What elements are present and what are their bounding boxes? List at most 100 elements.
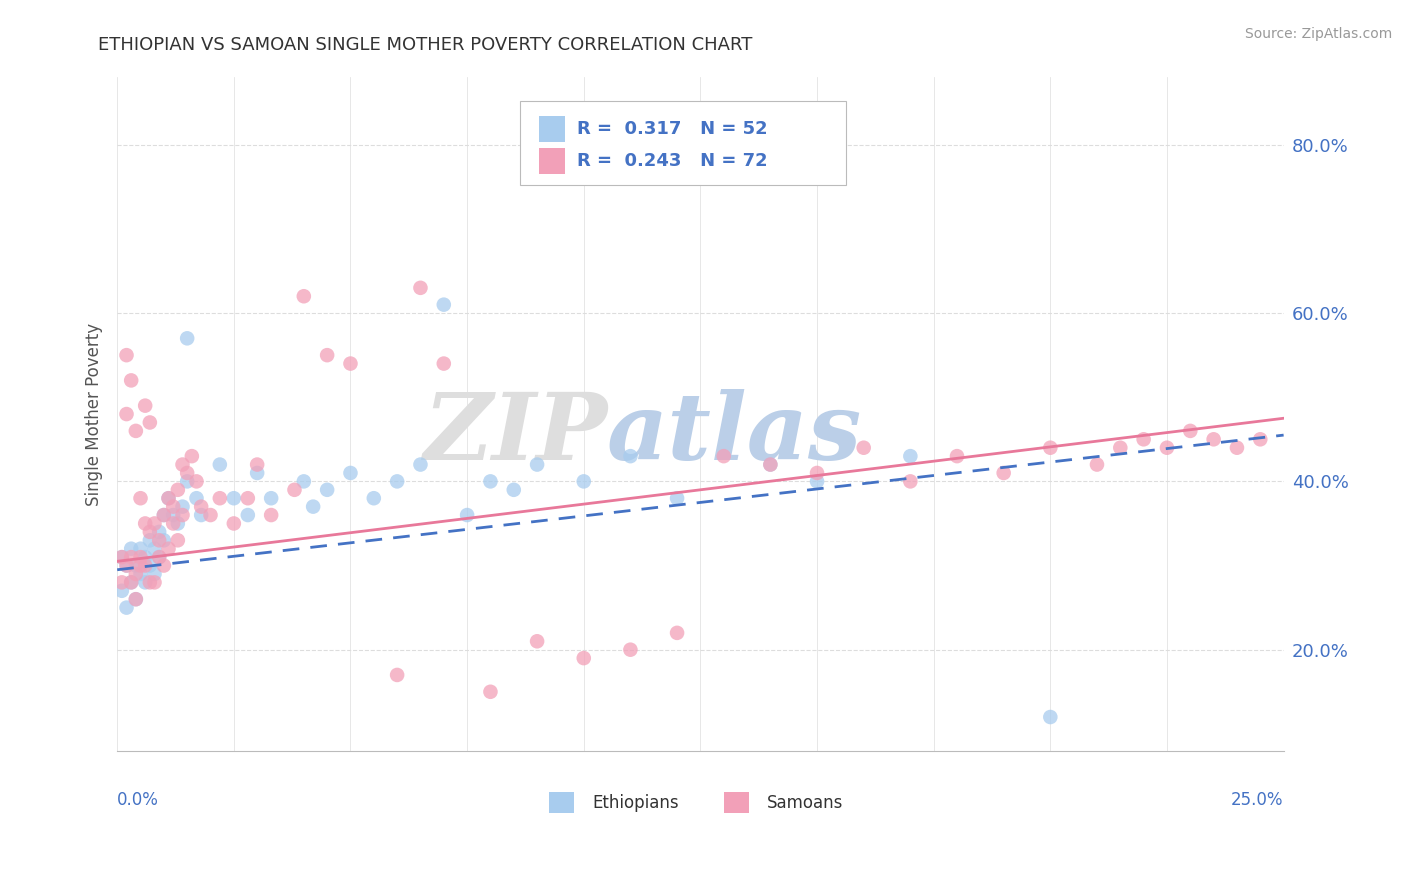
- Point: [260, 491, 283, 506]
- Point: [759, 458, 782, 472]
- Point: [139, 575, 162, 590]
- Text: Ethiopians: Ethiopians: [592, 794, 679, 812]
- Point: [125, 566, 148, 581]
- Point: [143, 575, 166, 590]
- Point: [759, 458, 782, 472]
- Point: [148, 524, 170, 539]
- Point: [186, 491, 208, 506]
- Point: [200, 508, 222, 522]
- Point: [186, 475, 208, 489]
- Point: [143, 566, 166, 581]
- Point: [190, 500, 212, 514]
- Point: [172, 508, 194, 522]
- Point: [139, 524, 162, 539]
- Point: [1226, 441, 1249, 455]
- Point: [339, 466, 361, 480]
- Point: [120, 541, 142, 556]
- Point: [172, 458, 194, 472]
- Point: [385, 668, 408, 682]
- Point: [143, 516, 166, 531]
- Text: Source: ZipAtlas.com: Source: ZipAtlas.com: [1244, 27, 1392, 41]
- Point: [208, 458, 231, 472]
- Point: [236, 508, 259, 522]
- Point: [129, 541, 152, 556]
- Point: [260, 508, 283, 522]
- Point: [115, 600, 138, 615]
- Point: [125, 592, 148, 607]
- Point: [125, 424, 148, 438]
- Point: [898, 449, 921, 463]
- Point: [993, 466, 1015, 480]
- Text: 0.0%: 0.0%: [117, 791, 159, 809]
- Point: [134, 399, 156, 413]
- Point: [190, 508, 212, 522]
- Point: [134, 575, 156, 590]
- Point: [176, 331, 198, 345]
- Point: [619, 449, 641, 463]
- Point: [120, 373, 142, 387]
- FancyBboxPatch shape: [548, 792, 575, 814]
- Point: [385, 475, 408, 489]
- Point: [316, 348, 339, 362]
- Point: [129, 491, 152, 506]
- Point: [139, 533, 162, 548]
- Point: [666, 625, 689, 640]
- Point: [153, 508, 176, 522]
- Point: [1132, 432, 1154, 446]
- FancyBboxPatch shape: [540, 117, 565, 142]
- Text: R =  0.243   N = 72: R = 0.243 N = 72: [576, 152, 768, 169]
- Point: [129, 558, 152, 573]
- Point: [120, 575, 142, 590]
- Point: [292, 289, 315, 303]
- Point: [713, 449, 735, 463]
- Text: atlas: atlas: [607, 389, 862, 479]
- Y-axis label: Single Mother Poverty: Single Mother Poverty: [86, 323, 103, 506]
- Point: [134, 558, 156, 573]
- Point: [143, 541, 166, 556]
- Point: [898, 475, 921, 489]
- Point: [222, 491, 245, 506]
- Point: [1202, 432, 1225, 446]
- Text: R =  0.317   N = 52: R = 0.317 N = 52: [576, 120, 768, 138]
- Point: [111, 550, 134, 565]
- Point: [456, 508, 478, 522]
- Point: [148, 550, 170, 565]
- Point: [180, 449, 202, 463]
- Point: [115, 348, 138, 362]
- Point: [363, 491, 385, 506]
- Point: [1156, 441, 1178, 455]
- Point: [162, 500, 184, 514]
- Point: [111, 575, 134, 590]
- Point: [1109, 441, 1132, 455]
- Point: [946, 449, 969, 463]
- Point: [339, 357, 361, 371]
- Point: [433, 298, 456, 312]
- Point: [619, 642, 641, 657]
- Point: [852, 441, 875, 455]
- Point: [115, 558, 138, 573]
- Point: [129, 566, 152, 581]
- Point: [246, 458, 269, 472]
- Point: [572, 475, 595, 489]
- Point: [409, 458, 432, 472]
- Text: 25.0%: 25.0%: [1232, 791, 1284, 809]
- Point: [526, 634, 548, 648]
- Point: [153, 533, 176, 548]
- Point: [236, 491, 259, 506]
- Point: [162, 508, 184, 522]
- Point: [129, 550, 152, 565]
- Point: [166, 516, 188, 531]
- Point: [115, 558, 138, 573]
- Point: [157, 491, 180, 506]
- Point: [666, 491, 689, 506]
- Point: [302, 500, 325, 514]
- Point: [125, 592, 148, 607]
- Point: [139, 416, 162, 430]
- Point: [292, 475, 315, 489]
- Point: [806, 475, 828, 489]
- Point: [1249, 432, 1271, 446]
- Point: [120, 575, 142, 590]
- Point: [134, 516, 156, 531]
- Point: [120, 550, 142, 565]
- Point: [172, 500, 194, 514]
